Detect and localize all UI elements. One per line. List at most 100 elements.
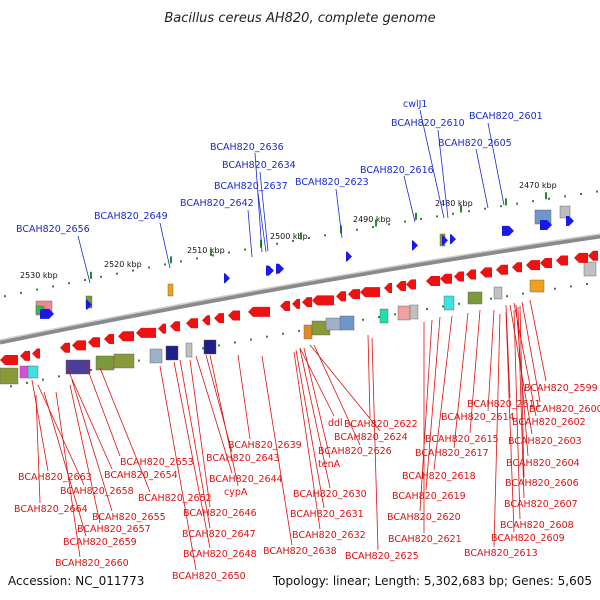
gene-label[interactable]: BCAH820_2652 — [138, 493, 212, 504]
tick-dot — [580, 192, 582, 195]
tick-dot — [180, 260, 182, 263]
gene-label[interactable]: BCAH820_2603 — [508, 436, 582, 447]
tick-mark — [90, 271, 92, 279]
gene-label[interactable]: BCAH820_2599 — [524, 383, 598, 394]
gene-label[interactable]: BCAH820_2650 — [172, 571, 246, 582]
gene-label[interactable]: BCAH820_2648 — [183, 549, 257, 560]
gene-label[interactable]: BCAH820_2601 — [469, 111, 543, 122]
leader-line — [493, 313, 501, 548]
feature-box — [467, 291, 483, 305]
tick-dot — [490, 297, 492, 300]
reverse-gene-arrow — [556, 255, 568, 266]
gene-label[interactable]: BCAH820_2642 — [180, 198, 254, 209]
feature-box — [583, 261, 597, 277]
leader-line — [259, 171, 269, 252]
leader-line — [77, 235, 91, 284]
tick-dot — [42, 378, 44, 381]
leader-line — [71, 379, 113, 512]
accession-text: Accession: NC_011773 — [8, 574, 144, 588]
gene-label[interactable]: BCAH820_2611 — [467, 399, 541, 410]
gene-label[interactable]: BCAH820_2664 — [14, 504, 88, 515]
forward-gene-arrow — [566, 216, 574, 227]
forward-gene-arrow — [450, 234, 456, 245]
tick-dot — [20, 291, 22, 294]
gene-label[interactable]: BCAH820_2618 — [402, 471, 476, 482]
reverse-gene-arrow — [136, 327, 156, 338]
gene-label[interactable]: ddl — [328, 418, 343, 429]
reverse-gene-arrow — [0, 355, 18, 365]
gene-label[interactable]: BCAH820_2658 — [60, 486, 134, 497]
leader-line — [517, 306, 525, 499]
feature-box — [203, 339, 217, 355]
reverse-gene-arrow — [20, 350, 30, 361]
gene-label[interactable]: BCAH820_2614 — [441, 412, 515, 423]
leader-line — [521, 301, 541, 403]
gene-label[interactable]: BCAH820_2600 — [529, 404, 600, 415]
gene-label[interactable]: BCAH820_2657 — [77, 524, 151, 535]
gene-label[interactable]: BCAH820_2617 — [415, 448, 489, 459]
gene-label[interactable]: cypA — [224, 487, 248, 498]
reverse-gene-arrow — [526, 260, 540, 271]
gene-label[interactable]: BCAH820_2615 — [425, 434, 499, 445]
gene-label[interactable]: BCAH820_2619 — [392, 491, 466, 502]
tick-dot — [596, 190, 598, 193]
gene-label[interactable]: BCAH820_2625 — [345, 551, 419, 562]
gene-label[interactable]: BCAH820_2623 — [295, 177, 369, 188]
tick-dot — [436, 215, 438, 218]
gene-label[interactable]: BCAH820_2653 — [120, 457, 194, 468]
gene-label[interactable]: BCAH820_2621 — [388, 534, 462, 545]
gene-label[interactable]: BCAH820_2607 — [504, 499, 578, 510]
gene-label[interactable]: BCAH820_2649 — [94, 211, 168, 222]
gene-label[interactable]: BCAH820_2644 — [209, 474, 283, 485]
tick-dot — [532, 200, 534, 203]
gene-label[interactable]: BCAH820_2610 — [391, 118, 465, 129]
feature-box — [165, 345, 179, 361]
reverse-gene-arrow — [248, 306, 270, 317]
gene-label[interactable]: BCAH820_2616 — [360, 165, 434, 176]
gene-label[interactable]: BCAH820_2636 — [210, 142, 284, 153]
gene-label[interactable]: BCAH820_2630 — [293, 489, 367, 500]
gene-label[interactable]: BCAH820_2620 — [387, 512, 461, 523]
gene-label[interactable]: BCAH820_2608 — [500, 520, 574, 531]
tick-mark — [545, 192, 547, 200]
leader-line — [419, 109, 445, 219]
reverse-gene-arrow — [280, 301, 290, 312]
gene-label[interactable]: BCAH820_2606 — [505, 478, 579, 489]
gene-label[interactable]: BCAH820_2632 — [292, 530, 366, 541]
gene-label[interactable]: BCAH820_2663 — [18, 472, 92, 483]
gene-label[interactable]: BCAH820_2637 — [214, 181, 288, 192]
leader-line — [299, 348, 331, 489]
gene-label[interactable]: BCAH820_2654 — [104, 470, 178, 481]
gene-label[interactable]: BCAH820_2656 — [16, 224, 90, 235]
genome-backbone — [0, 233, 600, 345]
gene-label[interactable]: BCAH820_2639 — [228, 440, 302, 451]
reverse-gene-arrow — [480, 267, 492, 278]
gene-label[interactable]: BCAH820_2646 — [183, 508, 257, 519]
gene-label[interactable]: BCAH820_2602 — [512, 417, 586, 428]
feature-box — [95, 355, 115, 371]
gene-label[interactable]: BCAH820_2605 — [438, 138, 512, 149]
gene-label[interactable]: tenA — [318, 459, 341, 470]
gene-label[interactable]: BCAH820_2604 — [506, 458, 580, 469]
gene-label[interactable]: BCAH820_2660 — [55, 558, 129, 569]
tick-dot — [266, 335, 268, 338]
gene-label[interactable]: BCAH820_2609 — [491, 533, 565, 544]
tick-dot — [308, 237, 310, 240]
gene-label[interactable]: cwlJ1 — [403, 99, 427, 110]
gene-label[interactable]: BCAH820_2655 — [92, 512, 166, 523]
feature-box — [529, 279, 545, 293]
leader-line — [35, 394, 41, 504]
feature-box — [443, 295, 455, 311]
tick-dot — [372, 226, 374, 229]
gene-label[interactable]: BCAH820_2647 — [182, 529, 256, 540]
leader-line — [437, 129, 449, 219]
gene-label[interactable]: BCAH820_2659 — [63, 537, 137, 548]
gene-label[interactable]: BCAH820_2622 — [344, 419, 418, 430]
gene-label[interactable]: BCAH820_2634 — [222, 160, 296, 171]
gene-label[interactable]: BCAH820_2613 — [464, 548, 538, 559]
gene-label[interactable]: BCAH820_2626 — [318, 446, 392, 457]
gene-label[interactable]: BCAH820_2624 — [334, 432, 408, 443]
gene-label[interactable]: BCAH820_2631 — [290, 509, 364, 520]
gene-label[interactable]: BCAH820_2643 — [206, 453, 280, 464]
gene-label[interactable]: BCAH820_2638 — [263, 546, 337, 557]
